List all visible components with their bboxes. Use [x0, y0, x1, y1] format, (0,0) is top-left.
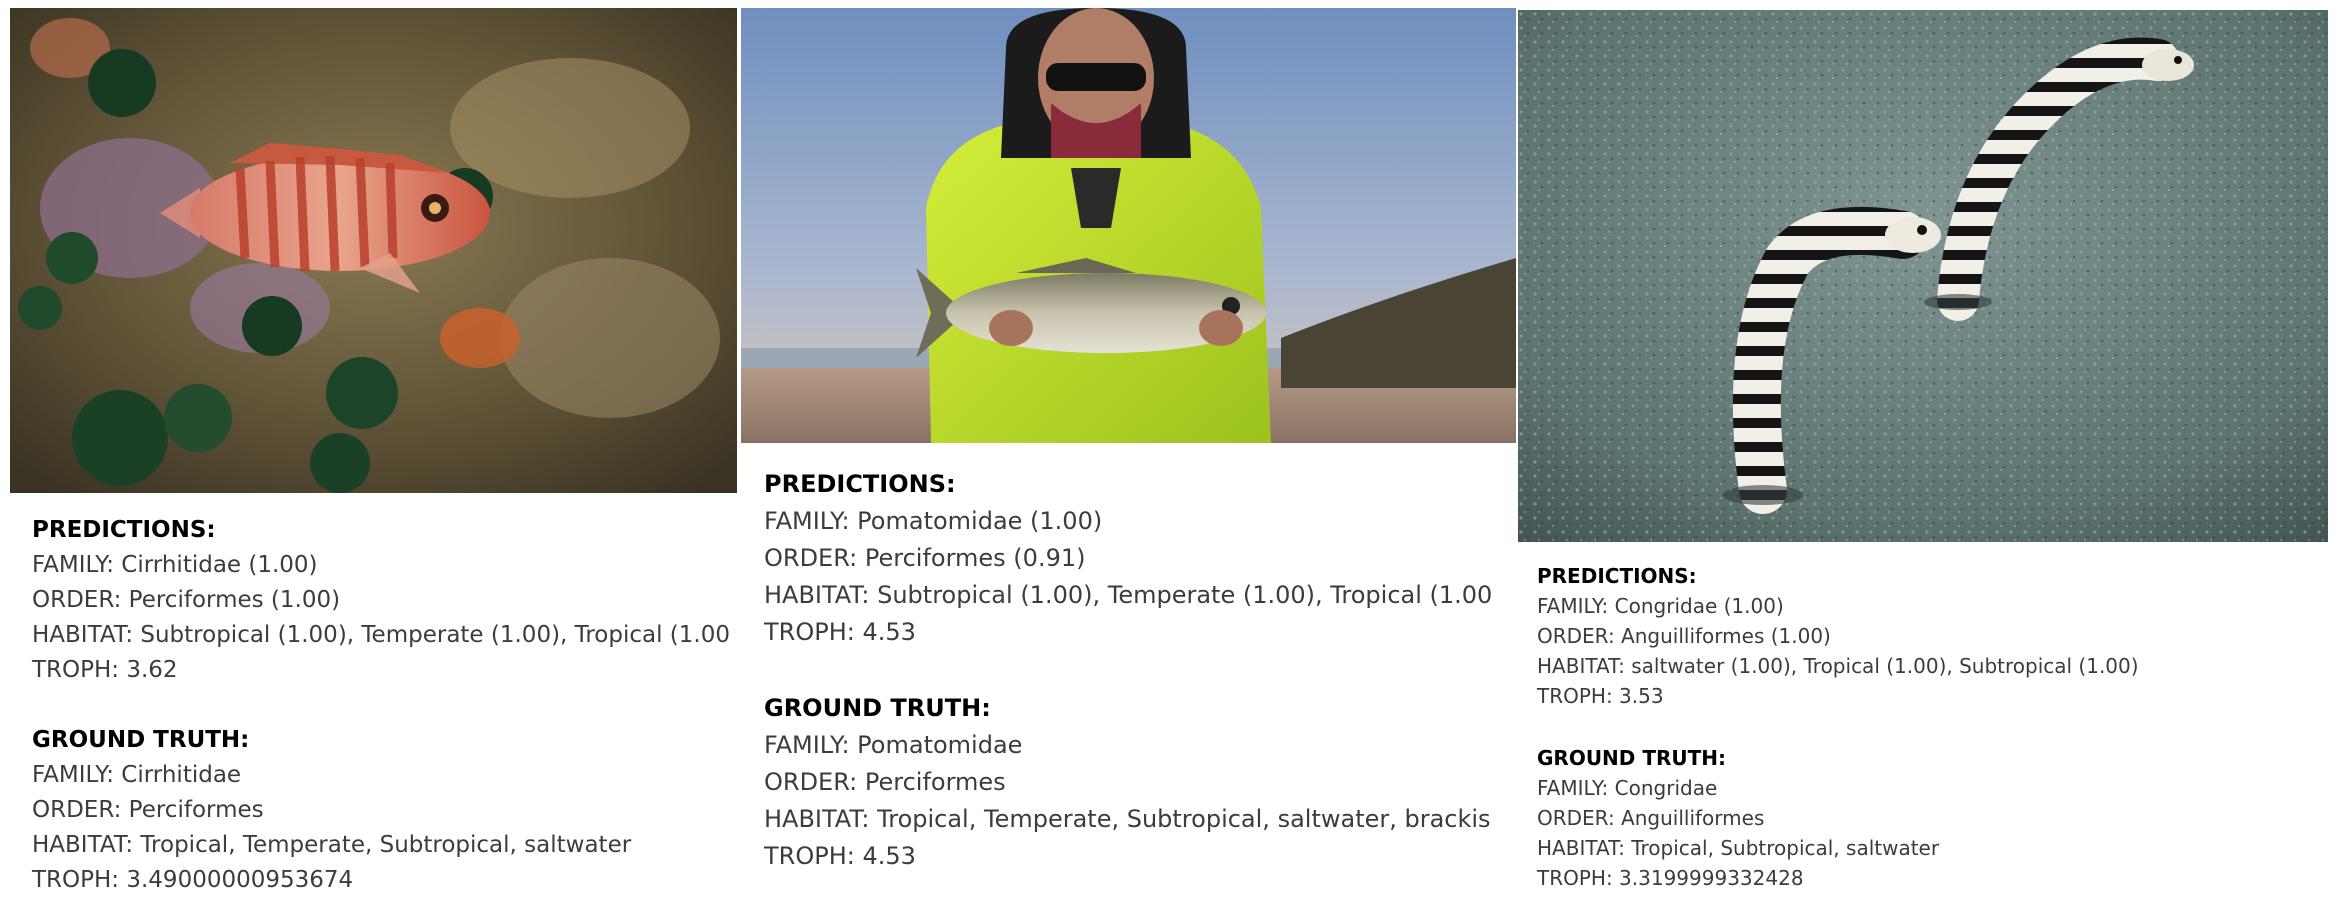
ground-truth-block: GROUND TRUTH: FAMILY: Pomatomidae ORDER:… [764, 690, 1516, 875]
predicted-order: ORDER: Perciformes (1.00) [32, 587, 341, 613]
predicted-order: ORDER: Perciformes (0.91) [764, 544, 1086, 572]
predicted-habitat: HABITAT: saltwater (1.00), Tropical (1.0… [1537, 654, 2139, 678]
predicted-troph: TROPH: 3.53 [1537, 684, 1664, 708]
true-troph: TROPH: 3.49000000953674 [32, 867, 354, 893]
true-habitat: HABITAT: Tropical, Temperate, Subtropica… [764, 805, 1491, 833]
predicted-family: FAMILY: Congridae (1.00) [1537, 594, 1784, 618]
predictions-block: PREDICTIONS: FAMILY: Congridae (1.00) OR… [1537, 561, 2139, 711]
true-habitat: HABITAT: Tropical, Subtropical, saltwate… [1537, 836, 1940, 860]
angler-with-fish-photo [741, 8, 1516, 443]
hawkfish-photo [10, 8, 737, 493]
true-troph: TROPH: 4.53 [764, 842, 916, 870]
predicted-troph: TROPH: 3.62 [32, 657, 178, 683]
predicted-habitat: HABITAT: Subtropical (1.00), Temperate (… [764, 581, 1493, 609]
true-family: FAMILY: Congridae [1537, 776, 1718, 800]
true-order: ORDER: Anguilliformes [1537, 806, 1765, 830]
true-order: ORDER: Perciformes [764, 768, 1006, 796]
predicted-family: FAMILY: Cirrhitidae (1.00) [32, 552, 318, 578]
predictions-header: PREDICTIONS: [1537, 564, 1697, 588]
true-family: FAMILY: Pomatomidae [764, 731, 1023, 759]
ground-truth-block: GROUND TRUTH: FAMILY: Congridae ORDER: A… [1537, 743, 1939, 893]
true-troph: TROPH: 3.3199999332428 [1537, 866, 1804, 890]
garden-eels-photo [1518, 10, 2328, 542]
predictions-header: PREDICTIONS: [764, 470, 956, 498]
predicted-order: ORDER: Anguilliformes (1.00) [1537, 624, 1831, 648]
predictions-block: PREDICTIONS: FAMILY: Pomatomidae (1.00) … [764, 466, 1516, 651]
ground-truth-header: GROUND TRUTH: [1537, 746, 1727, 770]
predictions-header: PREDICTIONS: [32, 517, 216, 543]
predictions-block: PREDICTIONS: FAMILY: Cirrhitidae (1.00) … [32, 513, 737, 688]
predicted-family: FAMILY: Pomatomidae (1.00) [764, 507, 1103, 535]
ground-truth-header: GROUND TRUTH: [764, 694, 991, 722]
predicted-troph: TROPH: 4.53 [764, 618, 916, 646]
true-family: FAMILY: Cirrhitidae [32, 762, 242, 788]
true-habitat: HABITAT: Tropical, Temperate, Subtropica… [32, 832, 632, 858]
predicted-habitat: HABITAT: Subtropical (1.00), Temperate (… [32, 622, 730, 648]
ground-truth-block: GROUND TRUTH: FAMILY: Cirrhitidae ORDER:… [32, 723, 631, 898]
true-order: ORDER: Perciformes [32, 797, 264, 823]
ground-truth-header: GROUND TRUTH: [32, 727, 250, 753]
